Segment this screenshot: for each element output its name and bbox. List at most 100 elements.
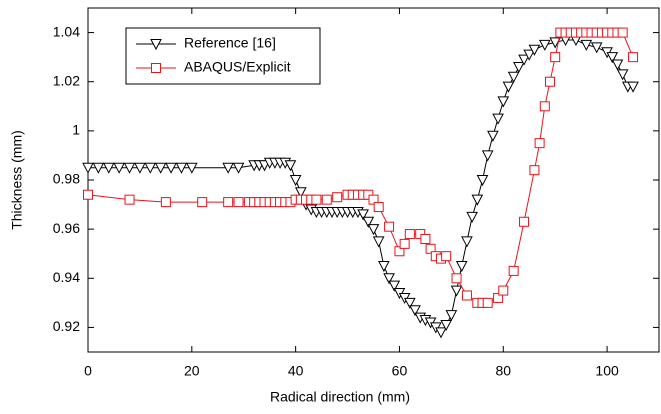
data-point [82,162,94,174]
data-point [134,162,146,174]
legend-label: ABAQUS/Explicit [184,59,291,75]
x-tick-label: 20 [184,363,200,379]
data-point [455,261,468,273]
data-point [384,221,395,232]
data-point [154,162,167,174]
data-point [332,192,343,203]
data-point [498,285,509,296]
data-point [466,211,478,223]
x-tick-label: 100 [595,363,619,379]
data-point [362,216,375,228]
data-point [160,197,171,208]
data-point [83,189,93,200]
data-point [523,49,536,61]
data-point [373,202,384,213]
data-point [165,162,177,174]
legend-label: Reference [16] [184,35,276,51]
data-point [528,44,541,56]
x-tick-label: 0 [84,363,92,379]
data-point [518,54,530,66]
data-point [222,162,234,174]
data-point [151,63,161,73]
data-point [519,216,530,227]
data-point [102,162,115,174]
data-point [534,138,545,149]
y-tick-label: 0.92 [53,318,80,334]
data-point [378,261,390,273]
y-tick-label: 1.04 [53,23,80,39]
data-point [539,101,550,112]
data-point [420,233,431,244]
data-point [606,52,619,64]
data-point [404,229,415,240]
data-point [549,37,562,49]
data-point [627,81,639,93]
data-point [461,236,473,248]
data-point [529,165,540,176]
data-point [461,290,472,301]
data-point [123,162,136,174]
data-point [502,81,515,93]
data-point [492,113,504,125]
data-point [440,319,453,332]
x-axis-label: Radical direction (mm) [270,389,410,405]
data-point [404,297,416,309]
data-point [311,194,322,205]
data-point [493,292,504,303]
data-point [482,297,493,308]
data-point [544,76,555,87]
data-point [616,69,629,81]
data-point [321,194,332,205]
data-point [409,305,421,317]
data-point [233,197,244,208]
data-point [223,197,234,208]
data-point [284,160,297,172]
data-point [550,52,561,63]
data-point [507,71,520,83]
data-point [617,27,628,38]
data-point [580,39,593,51]
data-point [92,162,105,174]
y-tick-label: 0.94 [53,269,80,285]
data-point [508,265,519,276]
data-point [124,194,135,205]
data-point [445,310,458,322]
data-point [538,39,551,51]
data-point [150,39,162,51]
x-tick-label: 40 [288,363,304,379]
y-tick-label: 1.02 [53,72,80,88]
data-point [425,243,436,254]
data-point [487,130,499,142]
data-point [368,194,379,205]
y-tick-label: 1 [72,122,80,138]
data-point [451,273,462,284]
y-tick-label: 0.96 [53,220,80,236]
data-point [497,96,510,108]
data-point [232,162,245,174]
data-point [476,175,489,187]
data-point [197,197,208,208]
data-point [113,162,125,174]
data-point [441,251,452,262]
data-point [383,273,395,285]
data-point [399,238,410,249]
data-point [372,236,385,248]
data-point [471,194,484,206]
x-tick-label: 60 [392,363,408,379]
data-point [450,285,463,297]
data-point [611,59,624,71]
data-point [435,327,447,339]
series [82,34,639,339]
data-point [294,187,307,199]
data-point [481,150,494,162]
data-point [388,280,401,292]
y-tick-label: 0.98 [53,171,80,187]
data-point [289,175,302,187]
y-axis-label: Thickness (mm) [9,130,25,230]
data-point [175,162,188,174]
legend-box [125,27,321,85]
data-point [185,162,198,174]
data-point [144,162,157,174]
data-point [394,246,405,257]
